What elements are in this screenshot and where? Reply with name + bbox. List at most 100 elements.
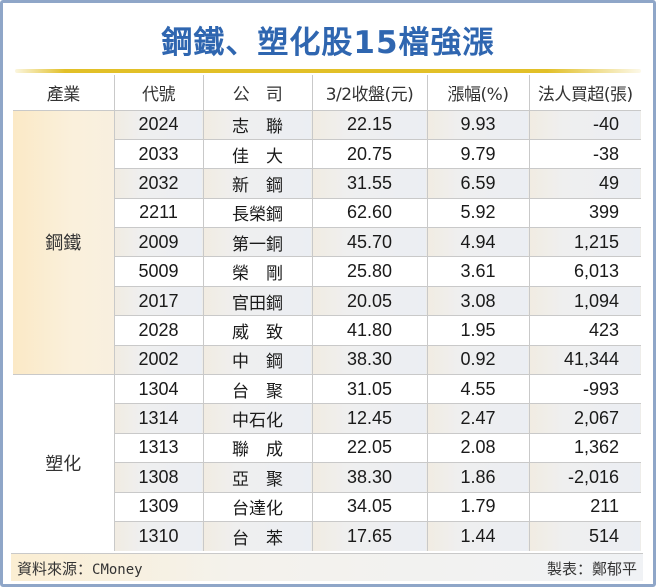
company-cell: 志 聯 [202,109,312,140]
table-header-row: 產業 代號 公 司 3/2收盤(元) 漲幅(%) 法人買超(張) [13,75,641,110]
change-pct-cell: 5.92 [426,197,529,228]
source-value: CMoney [92,562,143,578]
change-pct-cell: 9.79 [426,138,529,169]
table-row: 2211 長榮鋼 62.60 5.92 399 [13,197,641,228]
net-buy-cell: 1,094 [528,285,641,316]
accent-divider [15,69,641,73]
close-price-cell: 12.45 [311,403,427,434]
header-close: 3/2收盤(元) [311,75,427,110]
table-row: 鋼鐵 2024 志 聯 22.15 9.93 -40 [13,109,641,375]
company-cell: 新 鋼 [202,168,312,199]
company-cell: 官田鋼 [202,285,312,316]
company-cell: 佳 大 [202,138,312,169]
change-pct-cell: 9.93 [426,109,529,140]
net-buy-cell: -40 [528,109,641,140]
header-industry: 產業 [46,84,81,105]
change-pct-cell: 3.08 [426,285,529,316]
table-row: 2009 第一銅 45.70 4.94 1,215 [13,227,641,257]
company-cell: 台達化 [202,491,312,522]
code-cell: 2211 [113,197,203,228]
close-price-cell: 22.05 [311,432,427,463]
change-pct-cell: 1.95 [426,315,529,346]
source-label: 資料來源： [17,560,93,578]
company-cell: 榮 剛 [202,256,312,287]
company-cell: 長榮鋼 [202,197,312,228]
table-row: 塑化 1304 台 聚 31.05 4.55 -993 [13,374,641,551]
code-cell: 5009 [113,256,203,287]
table-row: 1313 聯 成 22.05 2.08 1,362 [13,432,641,463]
close-price-cell: 17.65 [311,520,427,551]
net-buy-cell: 1,215 [528,227,641,257]
close-price-cell: 25.80 [311,256,427,287]
company-cell: 台 聚 [202,374,312,404]
net-buy-cell: 399 [528,197,641,228]
table-row: 1308 亞 聚 38.30 1.86 -2,016 [13,462,641,493]
close-price-cell: 20.75 [311,138,427,169]
close-price-cell: 22.15 [311,109,427,140]
table-body: 鋼鐵 2024 志 聯 22.15 9.93 -40 2033 佳 大 20.75 9.79 -38… [13,109,641,551]
header-change: 漲幅(%) [426,75,529,110]
table-row: 2002 中 鋼 38.30 0.92 41,344 [13,344,641,375]
stock-table: 產業 代號 公 司 3/2收盤(元) 漲幅(%) 法人買超(張) 鋼鐵 2024 志… [13,75,641,551]
industry-cell: 塑化 [13,374,114,551]
change-pct-cell: 2.08 [426,432,529,463]
company-cell: 威 致 [202,315,312,346]
table-maker: 製表：鄭郁平 [546,560,637,578]
close-price-cell: 38.30 [311,344,427,375]
company-cell: 亞 聚 [202,462,312,493]
code-cell: 1310 [113,520,203,551]
code-cell: 1308 [113,462,203,493]
code-cell: 2009 [113,227,203,257]
company-cell: 中 鋼 [202,344,312,375]
code-cell: 2028 [113,315,203,346]
code-cell: 2017 [113,285,203,316]
header-net-buy: 法人買超(張) [528,75,641,110]
code-cell: 1304 [113,374,203,404]
close-price-cell: 34.05 [311,491,427,522]
change-pct-cell: 1.79 [426,491,529,522]
close-price-cell: 41.80 [311,315,427,346]
net-buy-cell: -993 [528,374,641,404]
code-cell: 1313 [113,432,203,463]
footer: 資料來源：CMoney 製表：鄭郁平 [11,553,643,581]
header-code: 代號 [113,75,203,110]
table-row: 1314 中石化 12.45 2.47 2,067 [13,403,641,434]
net-buy-cell: -2,016 [528,462,641,493]
company-cell: 台 苯 [202,520,312,551]
net-buy-cell: 211 [528,491,641,522]
close-price-cell: 38.30 [311,462,427,493]
table-row: 2032 新 鋼 31.55 6.59 49 [13,168,641,199]
table-row: 2028 威 致 41.80 1.95 423 [13,315,641,346]
net-buy-cell: 6,013 [528,256,641,287]
page-title: 鋼鐵、塑化股15檔強漲 [161,25,495,61]
table-row: 1310 台 苯 17.65 1.44 514 [13,520,641,551]
change-pct-cell: 6.59 [426,168,529,199]
net-buy-cell: 41,344 [528,344,641,375]
code-cell: 2033 [113,138,203,169]
code-cell: 2032 [113,168,203,199]
change-pct-cell: 0.92 [426,344,529,375]
change-pct-cell: 1.86 [426,462,529,493]
industry-cell: 鋼鐵 [13,109,114,375]
header-company: 公 司 [202,75,312,110]
code-cell: 1309 [113,491,203,522]
company-cell: 中石化 [202,403,312,434]
change-pct-cell: 2.47 [426,403,529,434]
code-cell: 2002 [113,344,203,375]
close-price-cell: 20.05 [311,285,427,316]
net-buy-cell: 2,067 [528,403,641,434]
table-row: 1309 台達化 34.05 1.79 211 [13,491,641,522]
change-pct-cell: 1.44 [426,520,529,551]
close-price-cell: 31.05 [311,374,427,404]
change-pct-cell: 4.55 [426,374,529,404]
net-buy-cell: 423 [528,315,641,346]
code-cell: 1314 [113,403,203,434]
net-buy-cell: 514 [528,520,641,551]
company-cell: 第一銅 [202,227,312,257]
table-row: 2033 佳 大 20.75 9.79 -38 [13,138,641,169]
net-buy-cell: 1,362 [528,432,641,463]
table-row: 5009 榮 剛 25.80 3.61 6,013 [13,256,641,287]
code-cell: 2024 [113,109,203,140]
close-price-cell: 62.60 [311,197,427,228]
